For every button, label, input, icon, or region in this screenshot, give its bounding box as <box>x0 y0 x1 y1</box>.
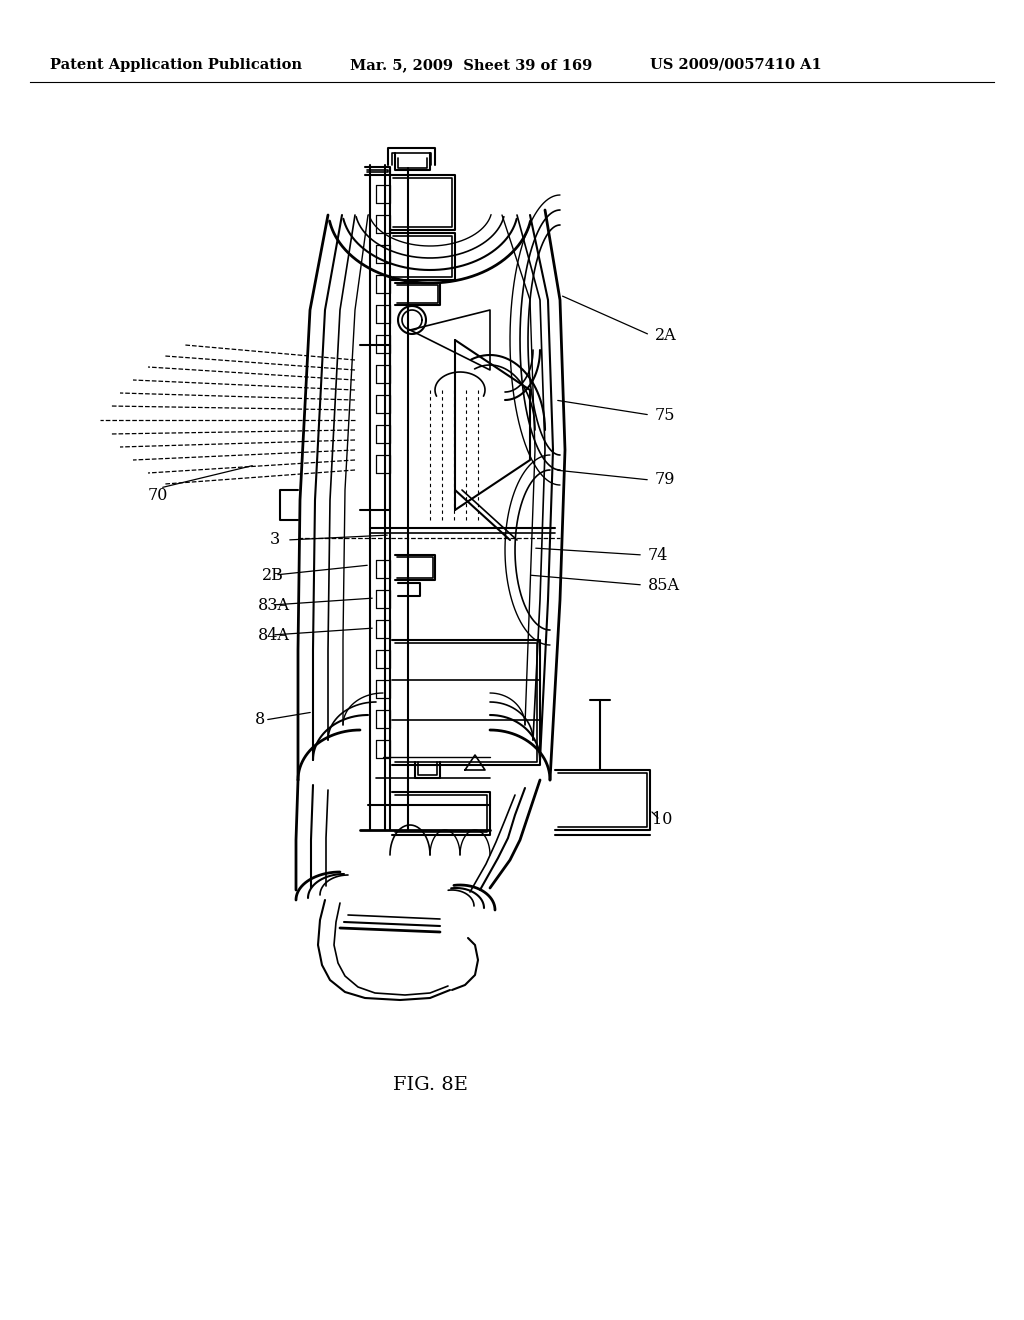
Text: 2A: 2A <box>655 326 677 343</box>
Text: 3: 3 <box>270 532 281 549</box>
Text: 79: 79 <box>655 471 676 488</box>
Text: 74: 74 <box>648 546 669 564</box>
Text: 83A: 83A <box>258 597 290 614</box>
Text: FIG. 8E: FIG. 8E <box>392 1076 467 1094</box>
Text: 10: 10 <box>652 812 673 829</box>
Text: Patent Application Publication: Patent Application Publication <box>50 58 302 73</box>
Text: 75: 75 <box>655 407 676 424</box>
Text: 70: 70 <box>148 487 168 503</box>
Text: US 2009/0057410 A1: US 2009/0057410 A1 <box>650 58 821 73</box>
Text: 2B: 2B <box>262 566 284 583</box>
Text: 8: 8 <box>255 711 265 729</box>
Text: Mar. 5, 2009  Sheet 39 of 169: Mar. 5, 2009 Sheet 39 of 169 <box>350 58 592 73</box>
Text: 84A: 84A <box>258 627 290 644</box>
Text: 85A: 85A <box>648 577 680 594</box>
